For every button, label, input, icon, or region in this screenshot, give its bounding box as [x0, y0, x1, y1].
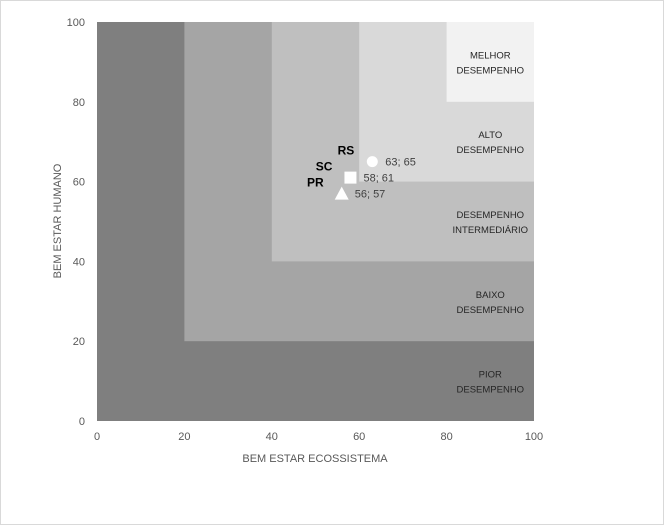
x-tick-100: 100	[525, 431, 543, 443]
points-layer: 63; 65 RS 58; 61 SC 56; 57 PR	[307, 144, 416, 201]
y-tick-20: 20	[73, 336, 85, 348]
point-rs-name-label: RS	[338, 144, 355, 158]
y-tick-40: 40	[73, 256, 85, 268]
zone-label-0-1: DESEMPENHO	[457, 385, 525, 396]
point-sc-marker	[344, 171, 357, 184]
zone-label-1-1: DESEMPENHO	[457, 305, 525, 316]
y-axis-title: BEM ESTAR HUMANO	[52, 163, 64, 278]
zone-label-3-1: DESEMPENHO	[457, 145, 525, 156]
point-sc-value-label: 58; 61	[363, 173, 394, 185]
point-sc-name-label: SC	[316, 160, 333, 174]
point-pr-name-label: PR	[307, 176, 324, 190]
x-tick-60: 60	[353, 431, 365, 443]
point-pr-value-label: 56; 57	[355, 189, 386, 201]
zone-4	[446, 22, 534, 102]
x-tick-20: 20	[178, 431, 190, 443]
point-rs-marker	[366, 156, 378, 168]
zone-labels-layer: PIOR DESEMPENHO BAIXO DESEMPENHO DESEMPENHO I…	[453, 50, 528, 395]
x-tick-80: 80	[440, 431, 452, 443]
y-tick-80: 80	[73, 97, 85, 109]
y-tick-60: 60	[73, 177, 85, 189]
zone-label-4-1: DESEMPENHO	[457, 65, 525, 76]
zone-label-2-0: DESEMPENHO	[457, 210, 525, 221]
zones-layer	[97, 22, 534, 421]
x-axis-title: BEM ESTAR ECOSSISTEMA	[242, 453, 388, 465]
y-tick-0: 0	[79, 416, 85, 428]
point-rs-value-label: 63; 65	[385, 157, 416, 169]
ticks-layer: 0 20 40 60 80 100 0 20 40 60 80 100	[67, 17, 544, 443]
point-pr-marker	[334, 186, 349, 200]
x-tick-0: 0	[94, 431, 100, 443]
zone-label-2-1: INTERMEDIÁRIO	[453, 225, 528, 236]
zone-label-0-0: PIOR	[479, 370, 502, 381]
zone-label-3-0: ALTO	[478, 130, 502, 141]
x-tick-40: 40	[266, 431, 278, 443]
y-tick-100: 100	[67, 17, 85, 29]
zone-label-4-0: MELHOR	[470, 50, 511, 61]
zone-label-1-0: BAIXO	[476, 290, 505, 301]
